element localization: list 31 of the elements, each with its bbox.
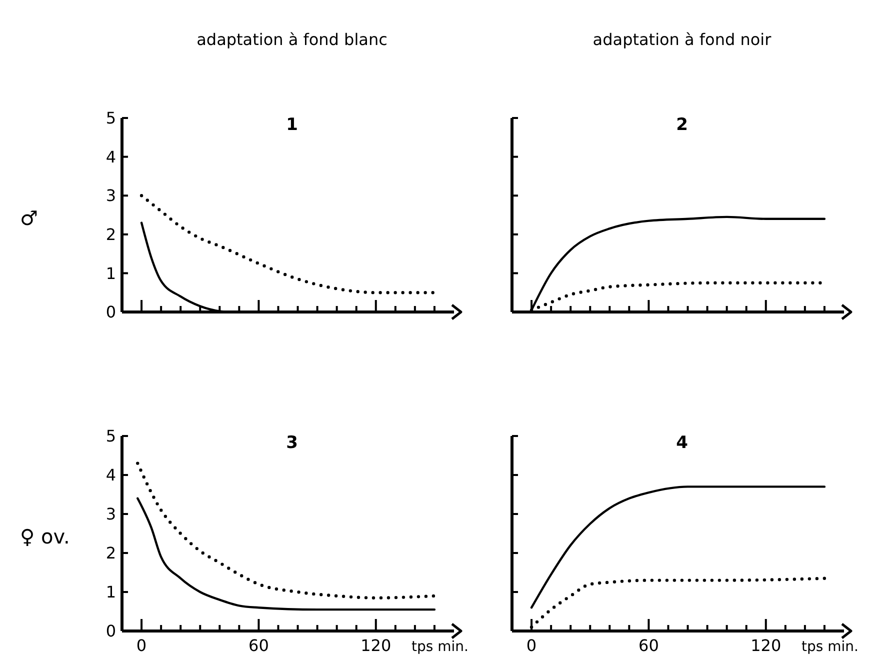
line-series bbox=[136, 497, 436, 611]
chart-title: 3 bbox=[286, 433, 298, 453]
line-series bbox=[136, 462, 436, 600]
x-tick-label: 0 bbox=[526, 636, 537, 655]
chart-title: 4 bbox=[676, 433, 688, 453]
y-tick-label: 5 bbox=[106, 108, 116, 128]
chart-title: 2 bbox=[676, 115, 688, 135]
y-tick-label: 4 bbox=[106, 147, 116, 166]
y-tick-label: 3 bbox=[106, 504, 116, 524]
y-tick-label: 2 bbox=[106, 225, 116, 244]
x-axis-title: tps min. bbox=[802, 639, 858, 655]
chart-subtitle: adaptation à fond noir bbox=[592, 30, 772, 49]
y-tick-label: 5 bbox=[106, 426, 116, 446]
y-axis-title: ♂ bbox=[20, 206, 38, 230]
x-tick-label: 0 bbox=[136, 636, 147, 655]
chart-title: 1 bbox=[286, 115, 298, 135]
x-axis-title: tps min. bbox=[412, 639, 468, 655]
y-axis-title: ♀ ov. bbox=[20, 524, 70, 548]
y-tick-label: 0 bbox=[106, 302, 116, 322]
y-tick-label: 2 bbox=[106, 544, 116, 563]
chart-subtitle: adaptation à fond blanc bbox=[196, 30, 388, 49]
x-tick-label: 60 bbox=[638, 636, 659, 655]
x-tick-label: 120 bbox=[360, 636, 392, 655]
y-tick-label: 3 bbox=[106, 186, 116, 206]
y-tick-label: 1 bbox=[106, 264, 116, 283]
y-tick-label: 4 bbox=[106, 466, 116, 485]
y-tick-label: 1 bbox=[106, 582, 116, 602]
y-tick-label: 0 bbox=[106, 622, 116, 641]
x-tick-label: 120 bbox=[750, 636, 782, 655]
line-series bbox=[140, 194, 436, 294]
x-tick-label: 60 bbox=[248, 636, 269, 655]
